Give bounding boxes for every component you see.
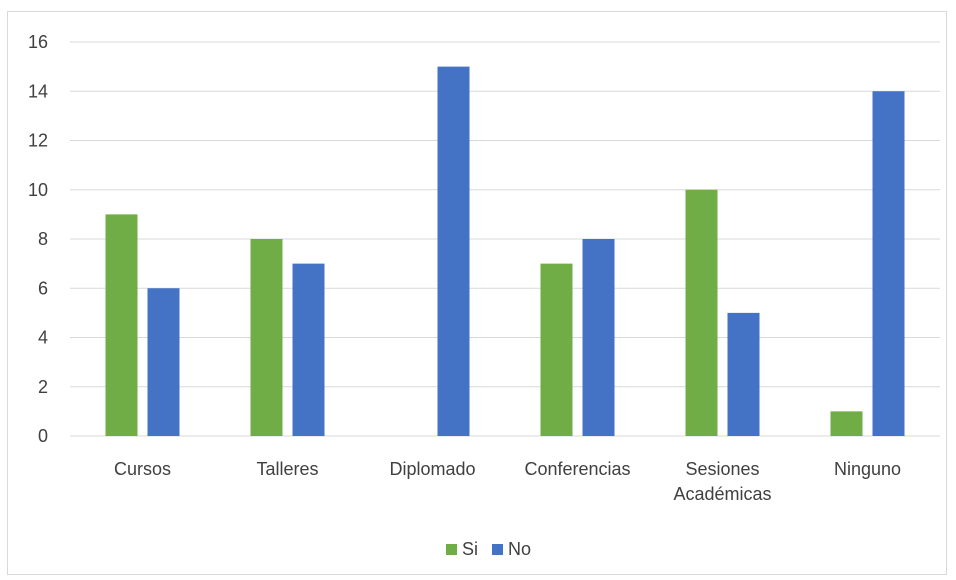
legend: Si No	[446, 539, 531, 559]
bar-si	[685, 189, 718, 436]
legend-label-no: No	[508, 539, 531, 559]
y-tick-label: 16	[28, 32, 48, 52]
y-tick-label: 2	[38, 377, 48, 397]
bar-si	[540, 263, 573, 436]
y-axis: 0 2 4 6 8 10 12 14 16	[28, 32, 48, 446]
bar-si	[250, 239, 283, 436]
bar-no	[437, 66, 470, 436]
y-tick-label: 10	[28, 180, 48, 200]
legend-swatch-no	[492, 544, 503, 555]
x-category-label: Talleres	[256, 459, 318, 479]
y-tick-label: 4	[38, 328, 48, 348]
y-tick-label: 14	[28, 81, 48, 101]
x-category-label: Conferencias	[524, 459, 630, 479]
x-axis: Cursos Talleres Diplomado Conferencias Sesio…	[114, 459, 901, 504]
x-category-label: Sesiones	[685, 459, 759, 479]
bar-si	[830, 411, 863, 436]
bar-si	[105, 214, 138, 436]
y-tick-label: 12	[28, 131, 48, 151]
bars	[105, 66, 905, 436]
legend-swatch-si	[446, 544, 457, 555]
gridlines	[70, 41, 940, 437]
x-category-label: Ninguno	[834, 459, 901, 479]
bar-no	[727, 312, 760, 436]
x-category-label: Cursos	[114, 459, 171, 479]
y-tick-label: 6	[38, 278, 48, 298]
bar-no	[147, 288, 180, 436]
x-category-label: Académicas	[673, 484, 771, 504]
legend-label-si: Si	[462, 539, 478, 559]
bar-no	[292, 263, 325, 436]
x-category-label: Diplomado	[389, 459, 475, 479]
bar-no	[872, 91, 905, 436]
bar-no	[582, 239, 615, 436]
y-tick-label: 8	[38, 229, 48, 249]
y-tick-label: 0	[38, 426, 48, 446]
